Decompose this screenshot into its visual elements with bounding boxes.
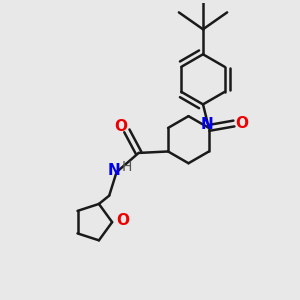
Text: O: O: [235, 116, 248, 131]
Text: O: O: [115, 119, 128, 134]
Text: N: N: [107, 163, 120, 178]
Text: H: H: [122, 160, 132, 174]
Text: N: N: [200, 117, 213, 132]
Text: O: O: [116, 213, 129, 228]
